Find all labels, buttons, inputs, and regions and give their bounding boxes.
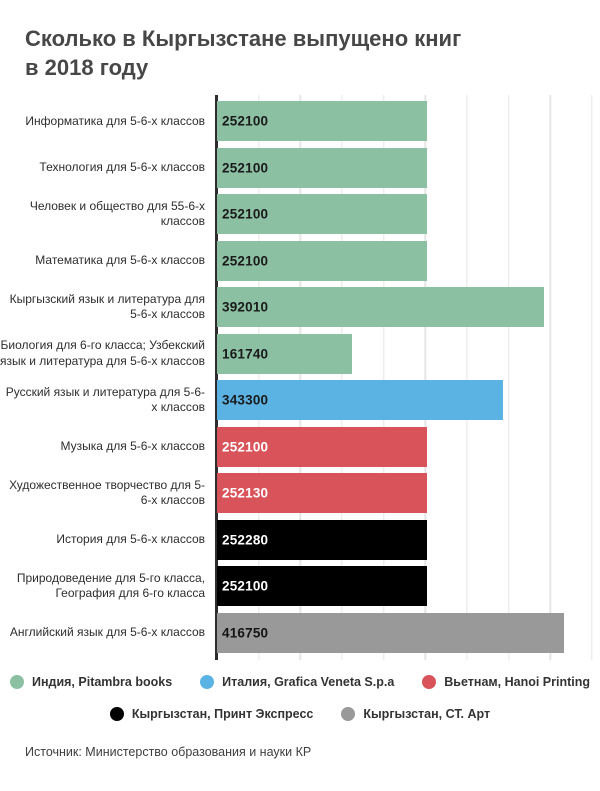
table-row: История для 5-6-х классов 252280 xyxy=(0,517,600,564)
table-row: Биология для 6-го класса; Узбекский язык… xyxy=(0,331,600,378)
bar: 392010 xyxy=(217,287,544,328)
bar-track: 252100 xyxy=(217,426,592,467)
value-label: 252100 xyxy=(222,160,269,176)
category-label: Кыргызский язык и литература для 5-6-х к… xyxy=(9,291,205,322)
gridline xyxy=(549,95,552,661)
category-label: Математика для 5-6-х классов xyxy=(35,253,205,268)
bar: 161740 xyxy=(217,333,352,374)
bar-track: 252100 xyxy=(217,566,592,607)
value-label: 416750 xyxy=(222,625,269,641)
bar: 252280 xyxy=(217,519,428,560)
legend-label: Вьетнам, Hanoi Printing xyxy=(444,675,591,690)
table-row: Человек и общество для 55-6-х классов 25… xyxy=(0,191,600,238)
legend-swatch-icon xyxy=(341,707,356,722)
bar: 252130 xyxy=(217,473,428,514)
bar-rows: Информатика для 5-6-х классов 252100 Тех… xyxy=(0,95,600,656)
table-row: Природоведение для 5-го класса, Географи… xyxy=(0,563,600,610)
table-row: Английский язык для 5-6-х классов 416750 xyxy=(0,610,600,657)
table-row: Кыргызский язык и литература для 5-6-х к… xyxy=(0,284,600,331)
gridline xyxy=(507,95,510,661)
bar-track: 252130 xyxy=(217,473,592,514)
source-note: Источник: Министерство образования и нау… xyxy=(25,745,312,760)
table-row: Информатика для 5-6-х классов 252100 xyxy=(0,98,600,145)
legend-swatch-icon xyxy=(200,675,215,690)
value-label: 252130 xyxy=(222,485,269,501)
value-label: 252100 xyxy=(222,439,269,455)
table-row: Русский язык и литература для 5-6-х клас… xyxy=(0,377,600,424)
legend-swatch-icon xyxy=(9,675,24,690)
category-label: Музыка для 5-6-х классов xyxy=(60,439,205,454)
bar: 252100 xyxy=(217,147,428,188)
value-label: 252100 xyxy=(222,206,269,222)
legend-item-vietnam: Вьетнам, Hanoi Printing xyxy=(422,675,591,690)
legend-item-italy: Италия, Grafica Veneta S.p.a xyxy=(200,675,395,690)
title-line-1: Сколько в Кыргызстане выпущено книг xyxy=(25,26,462,51)
gridline xyxy=(424,95,427,661)
gridline xyxy=(382,95,385,661)
bar: 343300 xyxy=(217,380,504,421)
category-label: Биология для 6-го класса; Узбекский язык… xyxy=(0,338,206,368)
value-label: 252100 xyxy=(222,578,269,594)
value-label: 392010 xyxy=(222,299,269,315)
gridlines xyxy=(217,95,593,661)
y-axis-line xyxy=(215,95,218,661)
category-label: Английский язык для 5-6-х классов xyxy=(9,625,205,640)
table-row: Математика для 5-6-х классов 252100 xyxy=(0,238,600,285)
page-title: Сколько в Кыргызстане выпущено книг в 201… xyxy=(25,24,575,82)
table-row: Художественное творчество для 5-6-х клас… xyxy=(0,470,600,517)
bar: 252100 xyxy=(217,240,428,281)
value-label: 252100 xyxy=(222,253,269,269)
legend-row-2: Кыргызстан, Принт Экспресс Кыргызстан, С… xyxy=(0,707,600,722)
table-row: Технология для 5-6-х классов 252100 xyxy=(0,145,600,192)
legend-item-kyrgyzstan-print: Кыргызстан, Принт Экспресс xyxy=(109,707,314,722)
legend-swatch-icon xyxy=(422,675,437,690)
value-label: 161740 xyxy=(222,346,269,362)
legend-label: Кыргызстан, Принт Экспресс xyxy=(131,707,314,722)
bar-track: 252100 xyxy=(217,240,592,281)
bar: 416750 xyxy=(217,612,565,653)
title-line-2: в 2018 году xyxy=(25,55,149,81)
category-label: Природоведение для 5-го класса, Географи… xyxy=(16,570,205,601)
gridline xyxy=(341,95,343,661)
gridline xyxy=(257,95,260,661)
value-label: 252280 xyxy=(222,532,269,548)
category-label: Художественное творчество для 5-6-х клас… xyxy=(9,477,205,508)
bar-track: 343300 xyxy=(217,380,592,421)
bar: 252100 xyxy=(217,194,428,235)
category-label: Информатика для 5-6-х классов xyxy=(25,113,205,128)
value-label: 252100 xyxy=(222,113,269,129)
category-label: Русский язык и литература для 5-6-х клас… xyxy=(5,384,205,415)
value-label: 343300 xyxy=(222,392,269,408)
bar: 252100 xyxy=(217,101,428,142)
bar: 252100 xyxy=(217,566,428,607)
category-label: История для 5-6-х классов xyxy=(56,532,205,547)
gridline xyxy=(591,95,593,661)
bar-chart: Информатика для 5-6-х классов 252100 Тех… xyxy=(0,95,600,661)
gridline xyxy=(299,95,302,661)
category-label: Технология для 5-6-х классов xyxy=(39,160,205,175)
bar-track: 416750 xyxy=(217,612,592,653)
legend-row-1: Индия, Pitambra books Италия, Grafica Ve… xyxy=(0,675,600,690)
legend-item-kyrgyzstan-st-art: Кыргызстан, СТ. Арт xyxy=(341,707,491,722)
legend-item-india: Индия, Pitambra books xyxy=(9,675,173,690)
legend-label: Кыргызстан, СТ. Арт xyxy=(363,707,491,722)
bar-track: 252100 xyxy=(217,147,592,188)
table-row: Музыка для 5-6-х классов 252100 xyxy=(0,424,600,471)
category-label: Человек и общество для 55-6-х классов xyxy=(29,198,205,229)
legend: Индия, Pitambra books Италия, Grafica Ve… xyxy=(0,675,600,722)
bar-track: 252100 xyxy=(217,101,592,142)
legend-label: Индия, Pitambra books xyxy=(31,675,173,690)
legend-label: Италия, Grafica Veneta S.p.a xyxy=(222,675,395,690)
bar-track: 161740 xyxy=(217,333,592,374)
gridline xyxy=(466,95,468,661)
legend-swatch-icon xyxy=(109,707,124,722)
bar-track: 392010 xyxy=(217,287,592,328)
bar-track: 252280 xyxy=(217,519,592,560)
bar: 252100 xyxy=(217,426,428,467)
bar-track: 252100 xyxy=(217,194,592,235)
